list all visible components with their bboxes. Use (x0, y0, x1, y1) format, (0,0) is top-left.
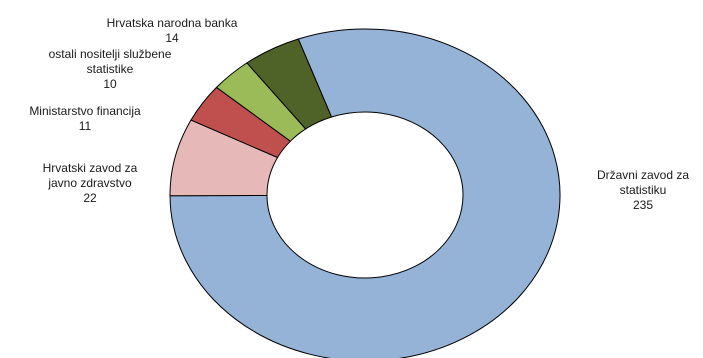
slice-label-hzjz: Hrvatski zavod za javno zdravstvo 22 (20, 161, 160, 206)
slice-value: 11 (78, 119, 92, 133)
slice-label-hnb: Hrvatska narodna banka 14 (82, 16, 262, 46)
slice-label-line: Državni zavod za (596, 168, 690, 182)
slice-label-line: ostali nositelji službene (48, 47, 172, 61)
slice-label-line: statistike (86, 62, 134, 76)
slice-label-line: javno zdravstvo (48, 176, 132, 190)
slice-value: 235 (632, 198, 654, 212)
slice-label-drzavni-zavod: Državni zavod za statistiku 235 (588, 168, 698, 213)
donut-slice-0 (169, 28, 561, 358)
slice-label-line: Hrvatska narodna banka (106, 16, 238, 30)
slice-label-line: Ministarstvo financija (29, 104, 141, 118)
slice-label-line: Hrvatski zavod za (42, 161, 138, 175)
donut-slice-4 (246, 38, 333, 130)
slice-value: 22 (83, 191, 97, 205)
slice-label-ostali: ostali nositelji službene statistike 10 (10, 47, 210, 92)
slice-value: 10 (103, 77, 117, 91)
slice-value: 14 (165, 31, 179, 45)
slice-label-ministarstvo: Ministarstvo financija 11 (5, 104, 165, 134)
slice-label-line: statistiku (619, 183, 667, 197)
